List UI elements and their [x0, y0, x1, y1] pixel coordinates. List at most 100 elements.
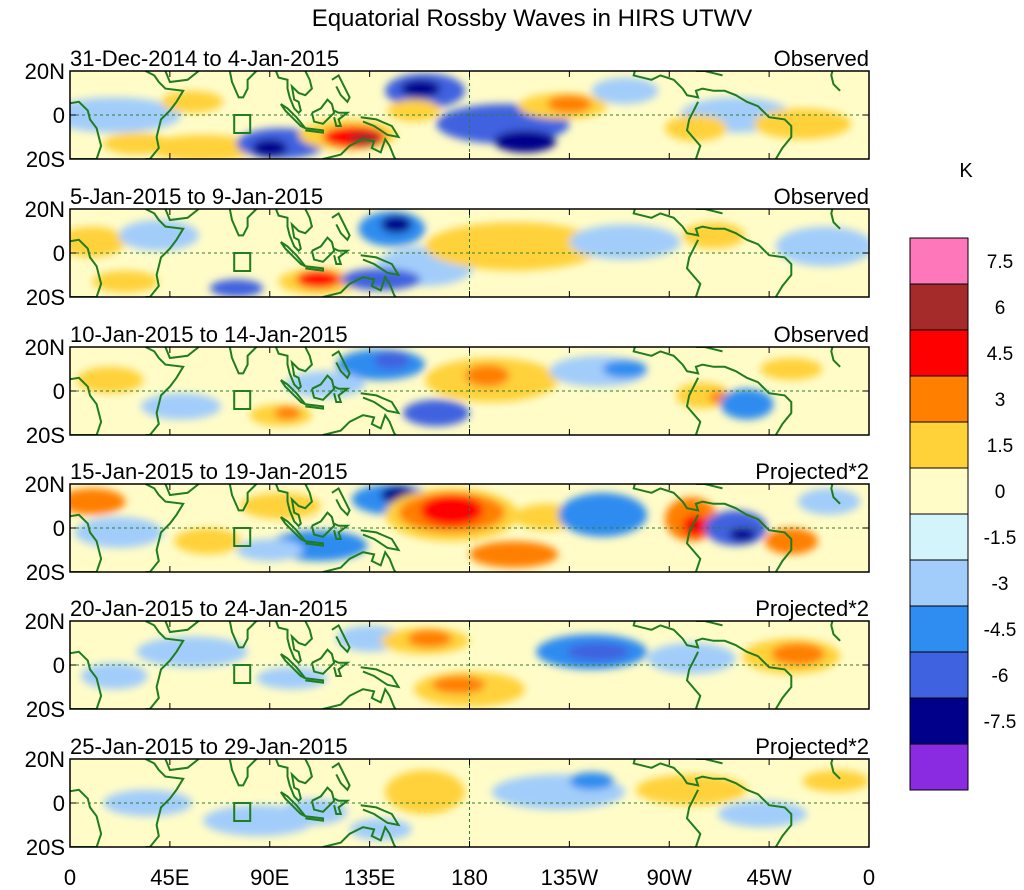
x-tick-label: 135E [344, 865, 395, 890]
panel-status-label: Observed [774, 322, 869, 347]
y-tick-label: 20N [25, 197, 65, 222]
panel-period-label: 15-Jan-2015 to 19-Jan-2015 [70, 459, 348, 484]
coastline-path [305, 677, 324, 684]
coastline-path [70, 484, 103, 572]
anomaly-contour [771, 643, 825, 665]
anomaly-contour [296, 270, 341, 289]
coastline-path [279, 791, 307, 818]
coastline-path [830, 621, 841, 642]
coastline-path [274, 209, 314, 253]
x-tick-label: 45E [150, 865, 189, 890]
colorbar-swatch [909, 375, 969, 423]
coastline-path [695, 71, 723, 77]
colorbar-tick-label: 0 [995, 482, 1006, 503]
colorbar-tick-label: -1.5 [984, 528, 1017, 549]
coastline-path [321, 136, 397, 159]
coastline-path [321, 412, 397, 435]
coastline-path [360, 116, 401, 139]
colorbar-swatch [909, 329, 969, 377]
anomaly-contour [720, 388, 774, 420]
colorbar-tick-label: 7.5 [987, 252, 1013, 273]
coastline-path [305, 815, 324, 822]
anomaly-contour [682, 222, 745, 249]
coastline-path [331, 349, 351, 380]
coastline-path [164, 209, 200, 222]
coastline-path [70, 209, 103, 297]
coastline-path [685, 239, 702, 297]
colorbar-tick-label: 4.5 [987, 344, 1013, 365]
region-box-marker [233, 114, 252, 134]
coastline-path [164, 71, 200, 84]
coastline-path [333, 385, 351, 403]
coastline-path [227, 347, 259, 375]
anomaly-contour [236, 539, 304, 561]
panel-period-label: 25-Jan-2015 to 29-Jan-2015 [70, 734, 348, 759]
coastline-path [164, 484, 200, 497]
colorbar-tick-label: -4.5 [984, 620, 1017, 641]
anomaly-contour [161, 90, 224, 113]
coastline-path [274, 347, 314, 391]
y-tick-label: 0 [53, 241, 65, 266]
coastline-path [331, 761, 351, 792]
coastline-path [274, 71, 314, 115]
anomaly-contour [136, 636, 248, 668]
coastline-path [145, 71, 185, 159]
panel-6: 20N 0 20S 25-Jan-2015 to 29-Jan-2015 Project… [25, 734, 870, 860]
x-tick-label: 45W [747, 865, 792, 890]
anomaly-contour [591, 77, 659, 105]
anomaly-contour [407, 629, 452, 648]
coastline-path [685, 789, 702, 847]
anomaly-contour [797, 488, 861, 515]
panel-4: 20N 0 20S 15-Jan-2015 to 19-Jan-2015 Project… [25, 459, 870, 585]
coastlines [70, 209, 841, 297]
anomaly-contour [647, 643, 736, 674]
region-box-marker [233, 390, 252, 410]
coastline-path [685, 651, 702, 709]
y-tick-label: 20N [25, 472, 65, 497]
coastlines [70, 484, 841, 572]
coastline-path [632, 209, 793, 297]
coastline-path [331, 73, 351, 104]
anomaly-contour [664, 115, 728, 142]
coastline-path [333, 797, 351, 815]
coastline-path [360, 804, 401, 827]
coastline-path [145, 484, 185, 572]
panel-status-label: Observed [774, 46, 869, 71]
coastline-path [685, 514, 702, 572]
coastline-path [305, 540, 324, 547]
colorbar-unit-label: K [959, 160, 973, 182]
coastline-path [164, 759, 200, 772]
anomaly-contour [92, 270, 159, 293]
panel-5: 20N 0 20S 20-Jan-2015 to 24-Jan-2015 Project… [25, 596, 870, 722]
coastline-path [695, 209, 723, 215]
coastline-path [695, 621, 723, 627]
coastline-path [632, 759, 793, 847]
anomaly-contour [118, 220, 199, 251]
coastline-path [310, 511, 336, 538]
anomaly-contour [760, 358, 823, 380]
y-tick-label: 20N [25, 59, 65, 84]
coastline-path [227, 621, 259, 649]
y-tick-label: 0 [53, 791, 65, 816]
coastline-path [274, 621, 314, 665]
anomaly-contour [251, 139, 288, 157]
colorbar-swatch [909, 605, 969, 653]
anomaly-contour [558, 492, 648, 537]
y-tick-label: 20S [26, 835, 65, 860]
colorbar-swatch [909, 513, 969, 561]
anomaly-contour [374, 351, 410, 370]
y-tick-label: 20N [25, 335, 65, 360]
coastline-path [333, 247, 351, 265]
coastline-path [830, 209, 841, 230]
y-tick-label: 0 [53, 103, 65, 128]
x-tick-label: 180 [451, 865, 488, 890]
colorbar-swatch [909, 743, 969, 791]
colorbar-swatch [909, 237, 969, 285]
anomaly-contour [103, 132, 170, 155]
coastline-path [685, 101, 702, 159]
anomaly-contour [70, 488, 126, 515]
coastline-path [321, 549, 397, 572]
x-tick-label: 0 [863, 865, 875, 890]
anomaly-contour [431, 676, 485, 694]
colorbar-swatch [909, 421, 969, 469]
